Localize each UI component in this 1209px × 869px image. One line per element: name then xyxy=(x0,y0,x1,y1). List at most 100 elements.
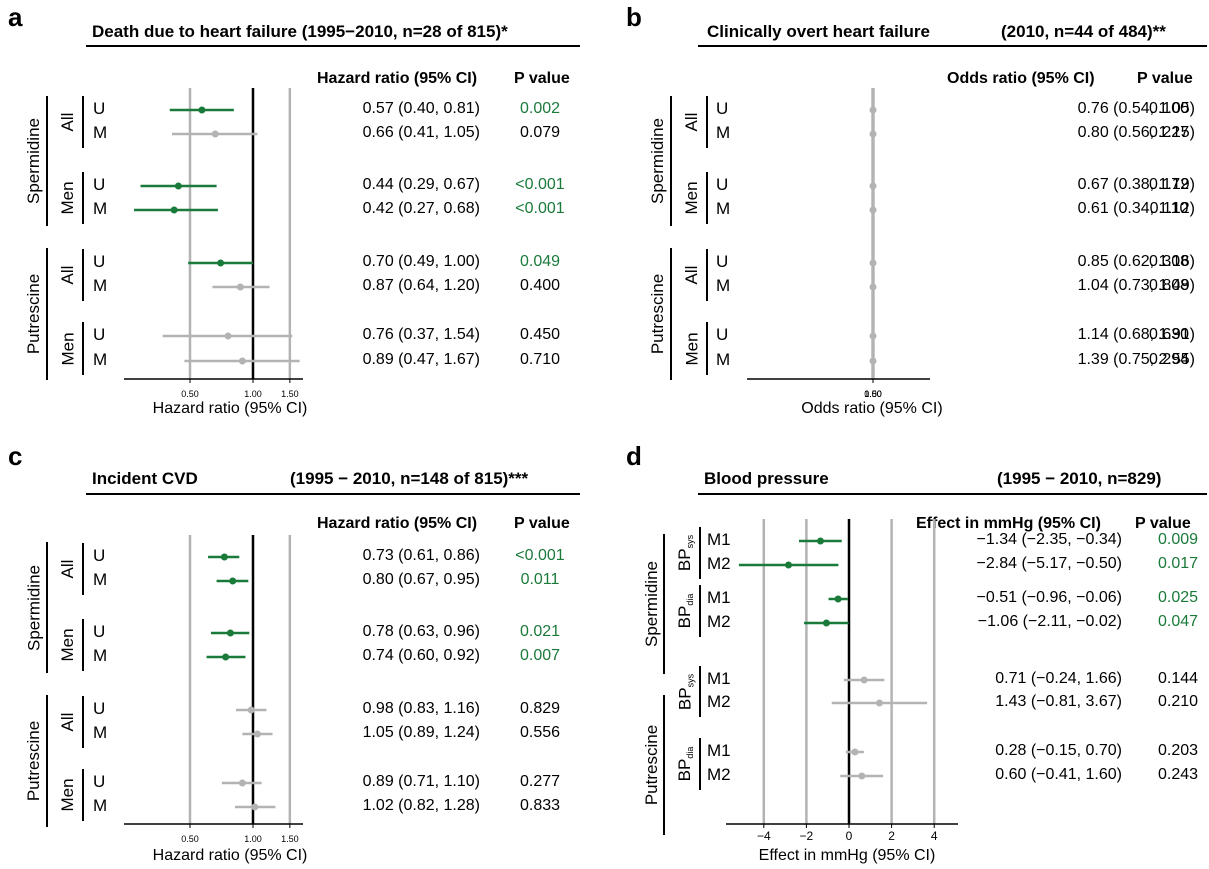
p-value: 0.277 xyxy=(519,773,561,790)
point-estimate xyxy=(238,357,246,365)
outer-group-bar xyxy=(670,248,672,380)
p-value: 0.002 xyxy=(519,100,561,117)
p-value: 0.017 xyxy=(1157,555,1199,572)
p-value: 0.243 xyxy=(1157,766,1199,783)
p-value: <0.001 xyxy=(515,200,565,217)
estimate-text: 1.04 (0.73, 1.49) xyxy=(1077,277,1195,294)
point-estimate xyxy=(222,653,230,661)
point-estimate xyxy=(236,283,244,291)
point-estimate xyxy=(229,577,237,585)
estimate-text: 0.57 (0.40, 0.81) xyxy=(362,100,480,117)
p-value: 0.203 xyxy=(1157,742,1199,759)
row-label: U xyxy=(716,325,729,344)
title-underline xyxy=(698,493,1207,495)
outer-group-bar xyxy=(46,248,48,380)
x-tick-label: 0 xyxy=(846,829,853,843)
estimate-text: −1.34 (−2.35, −0.34) xyxy=(976,531,1122,548)
row-label: M xyxy=(93,646,108,665)
panel-title: Death due to heart failure (1995−2010, n… xyxy=(92,22,508,41)
p-value: 0.021 xyxy=(519,623,561,640)
est-column-header: Hazard ratio (95% CI) xyxy=(317,70,478,87)
row-label: M xyxy=(93,276,108,295)
panel-label: b xyxy=(626,2,642,32)
inner-group-bar xyxy=(699,738,701,790)
point-estimate xyxy=(869,130,877,138)
forest-plot: 0.50 1.00 1.50 xyxy=(124,535,303,844)
row-label: U xyxy=(93,772,106,791)
row-label: U xyxy=(716,252,729,271)
estimate-text: 0.73 (0.61, 0.86) xyxy=(362,547,480,564)
point-estimate xyxy=(834,595,842,603)
estimate-text: 0.42 (0.27, 0.68) xyxy=(362,200,480,217)
row-label: M1 xyxy=(707,530,731,549)
panel-subtitle: (1995 − 2010, n=148 of 815)*** xyxy=(290,469,529,488)
row-label: M xyxy=(716,350,731,369)
inner-group-bar xyxy=(82,96,84,148)
inner-group-label: Men xyxy=(58,331,77,366)
estimate-text: 0.70 (0.49, 1.00) xyxy=(362,253,480,270)
row-label: M xyxy=(93,723,108,742)
row-label: U xyxy=(93,699,106,718)
p-column-header: P value xyxy=(1135,515,1191,532)
estimate-text: 1.05 (0.89, 1.24) xyxy=(362,724,480,741)
p-value: 0.047 xyxy=(1157,613,1199,630)
panel-label: c xyxy=(8,441,23,471)
point-estimate xyxy=(785,561,793,569)
inner-group-label: BPdia xyxy=(675,593,695,629)
x-axis-title: Hazard ratio (95% CI) xyxy=(152,847,308,864)
row-label: M xyxy=(716,276,731,295)
inner-group-bar xyxy=(706,96,708,148)
x-tick-label: 1.50 xyxy=(281,834,299,844)
inner-group-bar xyxy=(82,543,84,595)
x-tick-label: 2 xyxy=(888,829,895,843)
panel-subtitle: (1995 − 2010, n=829) xyxy=(997,469,1162,488)
estimate-text: 0.74 (0.60, 0.92) xyxy=(362,647,480,664)
p-value: 0.144 xyxy=(1157,670,1199,687)
row-label: M2 xyxy=(707,554,731,573)
row-label: U xyxy=(716,99,729,118)
inner-group-label: All xyxy=(58,559,77,579)
point-estimate xyxy=(816,537,824,545)
point-estimate xyxy=(869,259,877,267)
x-axis-title: Hazard ratio (95% CI) xyxy=(152,400,308,417)
outer-group-label: Spermidine xyxy=(24,564,43,651)
p-value: <0.001 xyxy=(515,547,565,564)
inner-group-label: Men xyxy=(682,181,701,215)
p-value: 0.110 xyxy=(1149,200,1189,217)
estimate-text: 0.60 (−0.41, 1.60) xyxy=(995,766,1122,783)
inner-group-bar xyxy=(82,322,84,375)
point-estimate xyxy=(211,130,219,138)
inner-group-label: Men xyxy=(58,778,77,812)
p-value: 0.210 xyxy=(1157,693,1199,710)
x-tick-label: 0.50 xyxy=(864,389,882,399)
estimate-text: 0.28 (−0.15, 0.70) xyxy=(995,742,1122,759)
point-estimate xyxy=(174,182,182,190)
inner-group-bar xyxy=(706,322,708,375)
estimate-text: 0.89 (0.71, 1.10) xyxy=(362,773,480,790)
row-label: U xyxy=(93,325,106,344)
est-column-header: Odds ratio (95% CI) xyxy=(947,70,1095,87)
point-estimate xyxy=(198,106,206,114)
est-column-header: Hazard ratio (95% CI) xyxy=(317,515,478,532)
p-value: 0.400 xyxy=(519,277,561,294)
x-tick-label: 0.50 xyxy=(181,389,199,399)
outer-group-label: Putrescine xyxy=(24,720,43,802)
forest-plot: 0.50 1.00 1.50 xyxy=(124,88,303,399)
p-column-header: P value xyxy=(1137,70,1193,87)
estimate-text: 0.85 (0.62, 1.16) xyxy=(1077,253,1195,270)
inner-group-bar xyxy=(706,249,708,301)
p-value: 0.079 xyxy=(519,124,561,141)
x-tick-label: 1.00 xyxy=(864,389,882,399)
p-value: 0.227 xyxy=(1148,124,1190,141)
estimate-text: 0.80 (0.56, 1.15) xyxy=(1077,124,1195,141)
estimate-text: 1.39 (0.75, 2.55) xyxy=(1077,351,1195,368)
inner-group-bar xyxy=(82,696,84,748)
estimate-text: 0.61 (0.34, 1.12) xyxy=(1077,200,1195,217)
inner-group-label: All xyxy=(58,265,77,285)
p-value: 0.829 xyxy=(519,700,561,717)
outer-group-bar xyxy=(663,534,665,674)
panel-label: d xyxy=(626,441,642,471)
point-estimate xyxy=(247,706,255,714)
p-value: 0.450 xyxy=(519,326,561,343)
row-label: M2 xyxy=(707,612,731,631)
